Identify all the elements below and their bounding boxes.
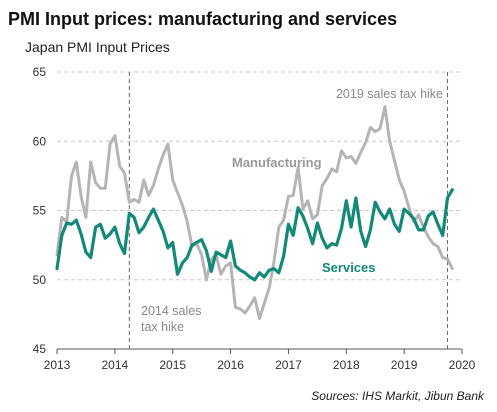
y-tick-label: 60 [33, 134, 47, 148]
gridlines [57, 71, 462, 350]
x-tick-label: 2014 [102, 358, 129, 372]
x-axis: 2013 2014 2015 2016 2017 2018 2019 2020 [44, 348, 476, 372]
y-tick-label: 45 [33, 342, 47, 356]
annotation-2014-sales-tax-hike-line1: 2014 sales [141, 304, 201, 318]
x-tick-label: 2019 [391, 358, 418, 372]
y-tick-label: 50 [33, 273, 47, 287]
annotation-2019-sales-tax-hike: 2019 sales tax hike [336, 87, 443, 101]
x-tick-label: 2016 [217, 358, 244, 372]
y-axis: 45 50 55 60 65 [33, 65, 47, 356]
x-tick-label: 2017 [275, 358, 302, 372]
x-tick-label: 2015 [159, 358, 186, 372]
annotation-2014-sales-tax-hike-line2: tax hike [141, 320, 184, 334]
series-line-services [55, 188, 454, 282]
series-label-services: Services [322, 260, 376, 275]
x-tick-label: 2020 [449, 358, 476, 372]
y-tick-label: 55 [33, 204, 47, 218]
chart-source: Sources: IHS Markit, Jibun Bank [311, 389, 485, 403]
series-line-manufacturing [55, 105, 454, 320]
series-label-manufacturing: Manufacturing [232, 155, 322, 170]
x-tick-label: 2013 [44, 358, 71, 372]
x-tick-label: 2018 [333, 358, 360, 372]
chart-subtitle: Japan PMI Input Prices [25, 39, 170, 55]
y-tick-label: 65 [33, 65, 47, 79]
series-lines [55, 105, 454, 320]
chart-title: PMI Input prices: manufacturing and serv… [8, 9, 397, 29]
